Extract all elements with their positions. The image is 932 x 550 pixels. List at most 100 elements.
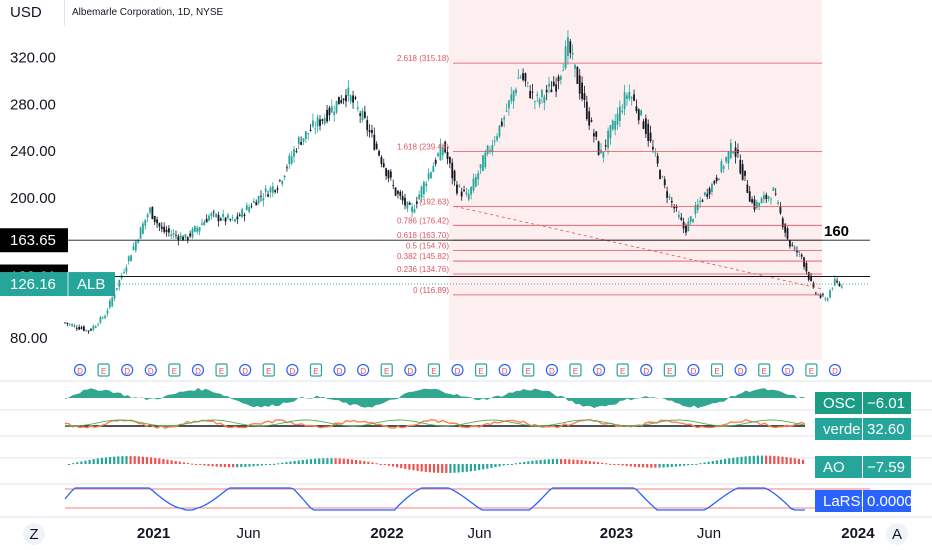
a-button[interactable]: A <box>886 523 908 545</box>
earnings-event-icon[interactable]: E <box>168 363 181 377</box>
event-letter: D <box>596 367 602 376</box>
event-marker-shape <box>498 363 511 377</box>
candle-body <box>678 214 680 218</box>
ao-bar <box>367 461 370 464</box>
candle-body <box>751 199 754 203</box>
earnings-event-icon[interactable]: E <box>427 363 441 377</box>
dividend-event-icon[interactable]: D <box>498 363 511 377</box>
candle-body <box>699 200 702 203</box>
ao-bar <box>765 455 768 464</box>
earnings-event-icon[interactable]: E <box>758 363 771 377</box>
ao-bar <box>539 459 542 464</box>
dividend-event-icon[interactable]: D <box>734 363 747 377</box>
earnings-event-icon[interactable]: E <box>97 363 110 377</box>
ao-bar <box>232 464 235 468</box>
event-marker-shape <box>286 363 299 377</box>
indicator-value-box <box>863 456 911 478</box>
candle-body <box>319 119 321 126</box>
ao-bar <box>215 464 218 467</box>
ao-bar <box>174 460 177 464</box>
ao-bar <box>699 463 702 465</box>
ao-bar <box>162 459 165 464</box>
earnings-event-icon[interactable]: E <box>262 363 275 377</box>
currency-label: USD <box>10 4 42 21</box>
earnings-event-icon[interactable]: E <box>309 363 323 377</box>
candle-body <box>803 257 805 267</box>
earnings-event-icon[interactable]: E <box>569 363 582 377</box>
event-marker-shape <box>215 363 228 377</box>
earnings-event-icon[interactable]: E <box>616 363 629 377</box>
dividend-event-icon[interactable]: D <box>191 363 205 377</box>
candle-body <box>146 214 149 218</box>
event-letter: D <box>785 367 791 376</box>
ao-bar <box>506 464 509 465</box>
ao-bar <box>748 456 751 464</box>
earnings-event-icon[interactable]: E <box>474 363 488 377</box>
candle-body <box>505 110 508 112</box>
dividend-event-icon[interactable]: D <box>781 363 794 377</box>
ao-bar <box>396 464 399 468</box>
ao-bar <box>732 457 735 464</box>
dividend-event-icon[interactable]: D <box>239 363 252 377</box>
candle-body <box>182 236 184 241</box>
dividend-event-icon[interactable]: D <box>404 363 417 377</box>
ao-bar <box>359 460 362 464</box>
dividend-event-icon[interactable]: D <box>687 363 700 377</box>
dividend-event-icon[interactable]: D <box>592 363 606 377</box>
indicator-name: verde <box>823 421 861 438</box>
ao-bar <box>432 464 436 473</box>
event-letter: D <box>691 367 697 376</box>
dividend-event-icon[interactable]: D <box>73 363 87 377</box>
earnings-event-icon[interactable]: E <box>805 363 818 377</box>
dividend-event-icon[interactable]: D <box>451 363 464 377</box>
candle-body <box>238 214 241 217</box>
dividend-event-icon[interactable]: D <box>357 363 370 377</box>
candle-body <box>489 149 491 151</box>
dividend-event-icon[interactable]: D <box>286 363 299 377</box>
candle-body <box>706 193 709 197</box>
earnings-event-icon[interactable]: E <box>380 363 393 377</box>
earnings-event-icon[interactable]: E <box>710 363 724 377</box>
ao-bar <box>277 463 280 465</box>
candle-body <box>144 219 147 226</box>
event-marker-shape <box>545 363 558 377</box>
candle-body <box>503 117 506 120</box>
candle-body <box>248 206 251 212</box>
ao-bar <box>375 463 378 465</box>
candle-body <box>219 218 222 221</box>
dividend-event-icon[interactable]: D <box>144 363 157 377</box>
earnings-event-icon[interactable]: E <box>663 363 676 377</box>
candle-body <box>260 195 262 197</box>
candle-body <box>696 204 699 210</box>
candle-body <box>288 155 291 164</box>
dividend-event-icon[interactable]: D <box>121 363 134 377</box>
ao-bar <box>104 457 108 464</box>
fib-zone-highlight <box>449 0 822 360</box>
event-marker-shape <box>828 363 842 377</box>
candle-body <box>349 95 352 102</box>
candle-body <box>479 164 482 169</box>
dividend-event-icon[interactable]: D <box>333 363 346 377</box>
ao-bar <box>334 458 337 464</box>
dividend-event-icon[interactable]: D <box>545 363 558 377</box>
osc-pane <box>65 387 805 409</box>
larsi-line <box>64 487 805 511</box>
larsi-pane <box>64 487 870 511</box>
candle-body <box>819 295 822 298</box>
event-letter: E <box>313 367 318 376</box>
candle-body <box>571 53 574 55</box>
dividend-event-icon[interactable]: D <box>828 363 842 377</box>
candle-body <box>708 188 711 195</box>
event-marker-shape <box>522 363 535 377</box>
candle-body <box>524 73 527 82</box>
dividend-event-icon[interactable]: D <box>640 363 653 377</box>
candle-body <box>201 223 203 225</box>
z-button[interactable]: Z <box>23 523 45 545</box>
earnings-event-icon[interactable]: E <box>215 363 228 377</box>
candle-body <box>234 219 236 222</box>
candle-body <box>734 147 737 157</box>
candle-body <box>312 120 314 127</box>
earnings-event-icon[interactable]: E <box>522 363 535 377</box>
candle-body <box>378 151 380 156</box>
